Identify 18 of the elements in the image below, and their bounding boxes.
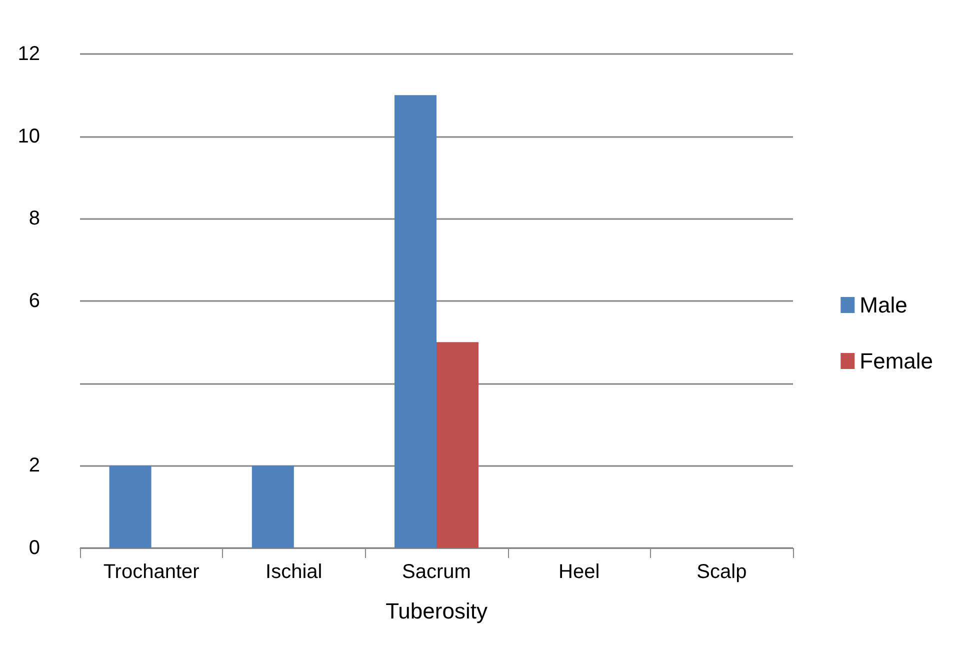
y-tick-label: 6 — [28, 290, 40, 312]
y-tick-label: 8 — [28, 208, 40, 230]
legend-label: Male — [860, 292, 908, 318]
legend-label: Female — [860, 348, 933, 374]
x-tick-label: Ischial — [266, 561, 322, 583]
y-tick-label: 12 — [18, 43, 40, 65]
x-tick-label: Trochanter — [103, 561, 200, 583]
bar — [109, 466, 152, 548]
bar — [252, 466, 294, 548]
x-tick-label: Heel — [558, 561, 600, 583]
x-axis-title: Tuberosity — [386, 598, 488, 624]
x-tick-label: Sacrum — [402, 561, 471, 583]
y-tick-label: 10 — [18, 125, 40, 148]
y-tick-label: 2 — [28, 454, 40, 477]
x-tick-label: Scalp — [696, 561, 747, 583]
bar — [394, 95, 436, 548]
y-tick-label: 0 — [28, 537, 40, 559]
bar — [436, 342, 478, 548]
